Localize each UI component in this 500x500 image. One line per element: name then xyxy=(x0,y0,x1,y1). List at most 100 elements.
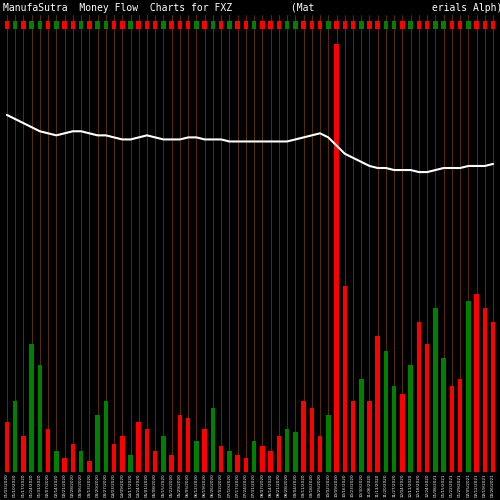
Bar xyxy=(384,350,388,472)
Bar xyxy=(202,429,207,472)
Bar xyxy=(252,440,256,472)
Bar xyxy=(244,458,248,472)
Bar xyxy=(400,394,404,472)
Bar xyxy=(87,460,92,472)
Bar xyxy=(326,20,330,29)
Bar xyxy=(491,20,496,29)
Bar xyxy=(186,418,190,472)
Bar xyxy=(293,432,298,472)
Bar xyxy=(285,429,290,472)
Bar xyxy=(450,20,454,29)
Bar xyxy=(79,20,84,29)
Bar xyxy=(144,20,150,29)
Bar xyxy=(458,20,462,29)
Bar xyxy=(70,444,75,472)
Bar xyxy=(252,20,256,29)
Bar xyxy=(170,455,174,472)
Bar xyxy=(70,20,75,29)
Bar xyxy=(276,20,281,29)
Bar xyxy=(30,344,34,472)
Bar xyxy=(227,20,232,29)
Bar xyxy=(260,20,264,29)
Bar xyxy=(342,286,347,472)
Bar xyxy=(442,20,446,29)
Bar xyxy=(260,446,264,472)
Bar xyxy=(219,20,224,29)
Bar xyxy=(120,20,124,29)
Bar xyxy=(79,450,84,472)
Bar xyxy=(302,20,306,29)
Bar xyxy=(54,20,58,29)
Bar xyxy=(392,20,396,29)
Bar xyxy=(359,20,364,29)
Bar xyxy=(433,308,438,472)
Bar xyxy=(416,20,421,29)
Bar xyxy=(112,20,116,29)
Bar xyxy=(46,429,50,472)
Bar xyxy=(466,300,470,472)
Bar xyxy=(376,20,380,29)
Bar xyxy=(376,336,380,472)
Bar xyxy=(310,20,314,29)
Bar xyxy=(342,20,347,29)
Bar xyxy=(318,20,322,29)
Bar xyxy=(425,20,430,29)
Bar xyxy=(4,422,9,472)
Bar xyxy=(62,458,67,472)
Bar xyxy=(38,365,42,472)
Bar xyxy=(244,20,248,29)
Bar xyxy=(482,308,487,472)
Bar xyxy=(178,415,182,472)
Bar xyxy=(128,455,133,472)
Bar xyxy=(384,20,388,29)
Bar xyxy=(334,20,339,29)
Bar xyxy=(474,294,479,472)
Bar xyxy=(350,20,356,29)
Bar xyxy=(210,20,215,29)
Bar xyxy=(210,408,215,472)
Bar xyxy=(293,20,298,29)
Bar xyxy=(153,20,158,29)
Bar xyxy=(96,20,100,29)
Bar xyxy=(4,20,9,29)
Bar xyxy=(96,415,100,472)
Bar xyxy=(128,20,133,29)
Bar xyxy=(458,379,462,472)
Bar xyxy=(21,20,25,29)
Bar xyxy=(13,20,18,29)
Bar xyxy=(104,20,108,29)
Bar xyxy=(161,20,166,29)
Bar xyxy=(62,20,67,29)
Bar xyxy=(186,20,190,29)
Bar xyxy=(474,20,479,29)
Bar xyxy=(194,440,198,472)
Bar xyxy=(30,20,34,29)
Bar xyxy=(276,436,281,472)
Bar xyxy=(202,20,207,29)
Bar xyxy=(482,20,487,29)
Text: ManufaSutra  Money Flow  Charts for FXZ          (Mat                    erials : ManufaSutra Money Flow Charts for FXZ (M… xyxy=(3,3,500,13)
Bar xyxy=(442,358,446,472)
Bar xyxy=(153,450,158,472)
Bar xyxy=(392,386,396,472)
Bar xyxy=(285,20,290,29)
Bar xyxy=(21,436,25,472)
Bar xyxy=(359,379,364,472)
Bar xyxy=(400,20,404,29)
Bar xyxy=(236,455,240,472)
Bar xyxy=(136,20,141,29)
Bar xyxy=(46,20,50,29)
Bar xyxy=(219,446,224,472)
Bar xyxy=(302,400,306,472)
Bar xyxy=(87,20,92,29)
Bar xyxy=(268,20,273,29)
Bar xyxy=(416,322,421,472)
Bar xyxy=(450,386,454,472)
Bar xyxy=(227,450,232,472)
Bar xyxy=(408,365,413,472)
Bar xyxy=(236,20,240,29)
Bar xyxy=(350,400,356,472)
Bar xyxy=(318,436,322,472)
Bar xyxy=(425,344,430,472)
Bar xyxy=(268,450,273,472)
